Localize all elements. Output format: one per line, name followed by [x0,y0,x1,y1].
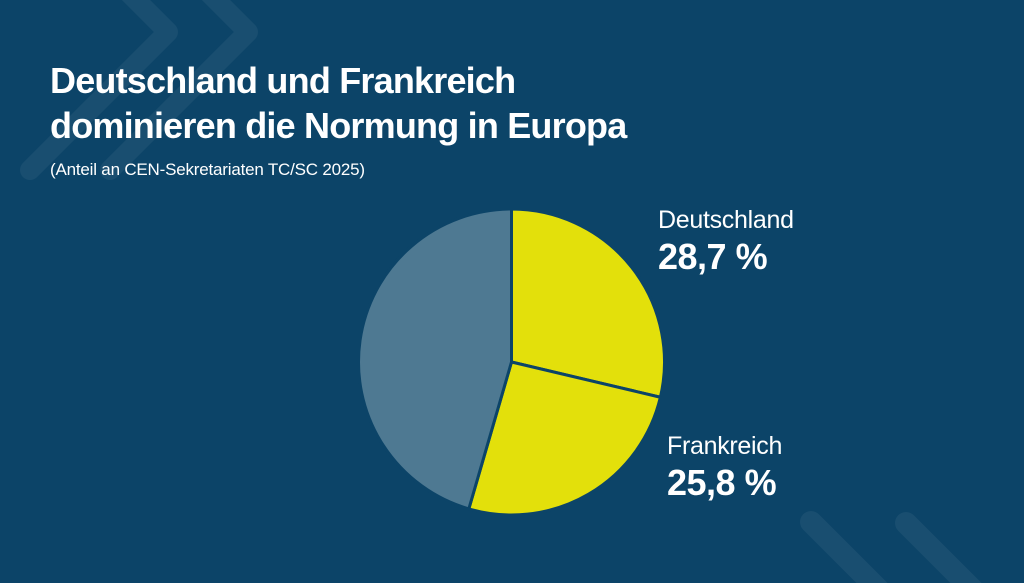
diagonal-stroke-icon [800,511,888,583]
pie-slice-rest [357,207,513,511]
pie-slice-frankreich [467,360,662,517]
chart-header: Deutschland und Frankreich dominieren di… [50,58,627,181]
chevron-icon [20,0,178,180]
slice-label-frankreich: Frankreich 25,8 % [667,431,782,504]
slice-label-deutschland: Deutschland 28,7 % [658,205,794,278]
chart-title: Deutschland und Frankreich dominieren di… [50,58,627,148]
chevron-icon [100,0,258,180]
slice-name-frankreich: Frankreich [667,432,783,460]
slice-value-frankreich: 25,8 % [667,462,777,503]
slice-value-deutschland: 28,7 % [658,236,768,277]
diagonal-stroke-icon [895,512,982,583]
slice-name-deutschland: Deutschland [658,206,794,234]
chart-subtitle: (Anteil an CEN-Sekretariaten TC/SC 2025) [50,160,365,179]
pie-slice-deutschland [510,207,666,399]
chart-title-line1: Deutschland und Frankreich [50,60,516,101]
chart-title-line2: dominieren die Normung in Europa [50,105,627,146]
